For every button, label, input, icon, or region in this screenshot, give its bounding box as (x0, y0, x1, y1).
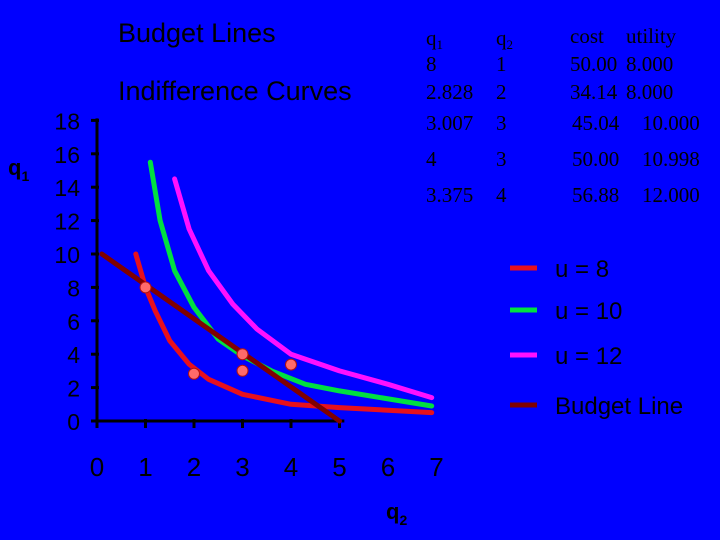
x-tick-label: 4 (284, 452, 298, 482)
table-cell-q1: 4 (426, 147, 437, 171)
table-cell-q1: 3.375 (426, 183, 474, 207)
table-cell-cost: 50.00 (572, 147, 620, 171)
table-cell-utility: 12.000 (642, 183, 700, 207)
chart-title-indifference-curves: Indifference Curves (118, 76, 352, 106)
table-header-q2: q2 (496, 26, 513, 52)
table-cell-utility: 8.000 (626, 52, 674, 76)
series-line-u-10 (147, 159, 435, 409)
table-header-utility: utility (626, 24, 677, 48)
table-cell-q2: 2 (496, 80, 507, 104)
data-point-marker (188, 367, 200, 380)
y-tick-label: 8 (67, 275, 80, 301)
legend-label: Budget Line (555, 393, 683, 420)
y-tick-label: 2 (67, 376, 80, 402)
table-cell-q2: 1 (496, 52, 507, 76)
data-point-marker (139, 281, 152, 294)
table-cell-q1: 8 (426, 52, 437, 76)
y-tick-label: 10 (54, 242, 80, 268)
legend-label: u = 10 (555, 298, 622, 325)
data-point-marker (236, 348, 249, 361)
chart-title-budget-lines: Budget Lines (118, 18, 276, 48)
data-point-marker (285, 358, 297, 371)
x-tick-label: 3 (235, 452, 249, 482)
x-tick-label: 1 (138, 452, 152, 482)
table-cell-utility: 10.000 (642, 111, 700, 135)
table-cell-utility: 8.000 (626, 80, 674, 104)
table-cell-cost: 50.00 (570, 52, 618, 76)
legend-label: u = 8 (555, 256, 609, 283)
table-cell-q1: 3.007 (426, 111, 474, 135)
y-tick-label: 12 (54, 209, 80, 235)
table-header-cost: cost (570, 24, 604, 48)
data-point-marker (236, 364, 249, 377)
table-cell-q2: 4 (496, 183, 507, 207)
y-tick-label: 14 (54, 175, 80, 201)
y-axis-label: q1 (8, 155, 29, 184)
y-tick-label: 6 (67, 309, 80, 335)
x-axis-label: q2 (386, 499, 407, 528)
y-tick-label: 16 (54, 142, 80, 168)
table-cell-cost: 34.14 (570, 80, 618, 104)
series-line-budget-line (99, 251, 342, 424)
x-tick-label: 5 (332, 452, 346, 482)
x-tick-label: 0 (90, 452, 104, 482)
y-tick-label: 4 (67, 342, 80, 368)
series-line-u-12 (172, 176, 435, 401)
y-tick-label: 18 (54, 108, 80, 134)
x-tick-label: 2 (187, 452, 201, 482)
table-cell-q2: 3 (496, 111, 507, 135)
table-cell-q2: 3 (496, 147, 507, 171)
x-tick-label: 6 (381, 452, 395, 482)
data-table: q1 q2 cost utility 8 1 50.00 8.000 2.828… (0, 0, 720, 230)
y-tick-label: 0 (67, 409, 80, 435)
table-header-q1: q1 (426, 26, 443, 52)
table-cell-cost: 56.88 (572, 183, 620, 207)
x-tick-label: 7 (429, 452, 443, 482)
table-cell-utility: 10.998 (642, 147, 700, 171)
table-cell-q1: 2.828 (426, 80, 474, 104)
table-cell-cost: 45.04 (572, 111, 620, 135)
legend-label: u = 12 (555, 343, 622, 370)
